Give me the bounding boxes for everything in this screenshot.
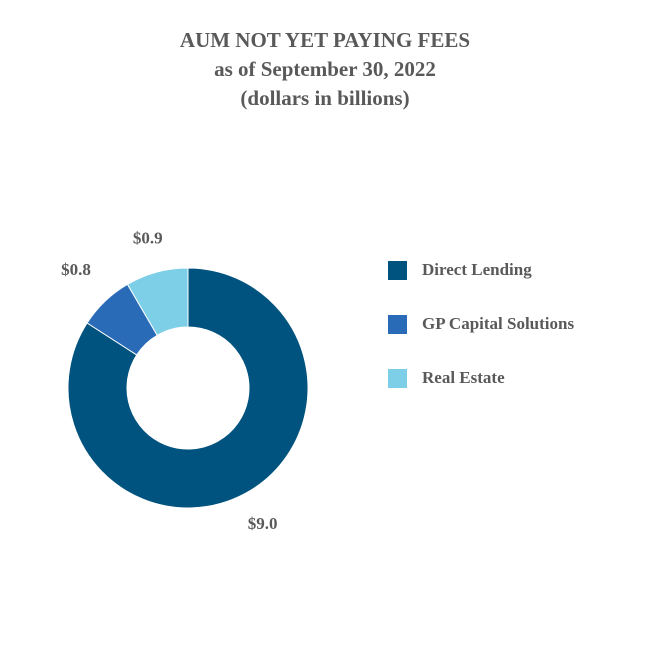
chart-title-line-1: AUM NOT YET PAYING FEES (179, 28, 471, 52)
chart-title-line-2: as of September 30, 2022 (214, 57, 436, 81)
donut-slice-real-estate (126, 267, 189, 337)
legend-label-direct-lending: Direct Lending (422, 260, 532, 279)
legend-swatch-direct-lending (388, 261, 407, 280)
legend-label-gp-capital-solutions: GP Capital Solutions (422, 314, 575, 333)
legend-swatch-gp-capital-solutions (388, 315, 407, 334)
donut-slices (67, 267, 309, 509)
legend-swatch-real-estate (388, 369, 407, 388)
donut-data-labels: $9.0 $0.8 $0.9 (61, 228, 277, 533)
data-label-real-estate: $0.9 (133, 228, 163, 247)
data-label-direct-lending: $9.0 (248, 514, 278, 533)
legend-label-real-estate: Real Estate (422, 368, 505, 387)
chart-title-line-3: (dollars in billions) (240, 86, 410, 110)
chart-title: AUM NOT YET PAYING FEES as of September … (0, 26, 650, 113)
data-label-gp-capital-solutions: $0.8 (61, 260, 91, 279)
donut-slice-direct-lending (67, 267, 309, 509)
